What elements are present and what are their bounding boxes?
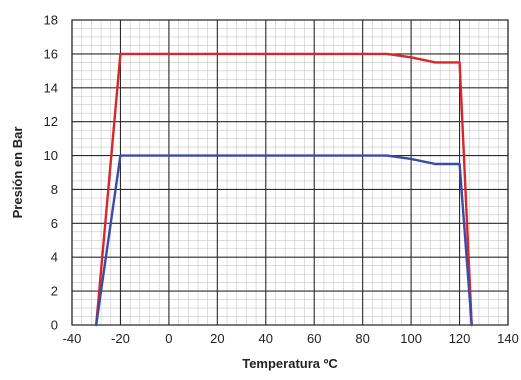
minor-gridlines bbox=[71, 19, 509, 326]
x-tick-label: 40 bbox=[259, 331, 273, 346]
x-tick-label: 120 bbox=[449, 331, 471, 346]
x-tick-label: 0 bbox=[165, 331, 172, 346]
x-tick-label: 80 bbox=[355, 331, 369, 346]
y-tick-label: 14 bbox=[44, 80, 58, 95]
y-tick-label: 10 bbox=[44, 148, 58, 163]
y-tick-label: 4 bbox=[51, 250, 58, 265]
x-tick-labels: -40 -20 0 20 40 60 80 100 120 140 bbox=[63, 331, 519, 346]
y-tick-label: 0 bbox=[51, 318, 58, 333]
plot-frame bbox=[71, 19, 509, 326]
y-tick-label: 18 bbox=[44, 13, 58, 28]
y-tick-label: 2 bbox=[51, 284, 58, 299]
x-tick-label: -20 bbox=[111, 331, 130, 346]
x-tick-label: 20 bbox=[210, 331, 224, 346]
x-tick-label: 100 bbox=[400, 331, 422, 346]
y-tick-label: 6 bbox=[51, 216, 58, 231]
y-tick-labels: 0 2 4 6 8 10 12 14 16 18 bbox=[44, 13, 58, 333]
x-axis-title: Temperatura ºC bbox=[242, 356, 338, 371]
y-axis-title: Presión en Bar bbox=[10, 127, 25, 219]
y-tick-label: 12 bbox=[44, 114, 58, 129]
series-line-1 bbox=[94, 52, 473, 327]
y-tick-label: 16 bbox=[44, 46, 58, 61]
x-tick-label: -40 bbox=[63, 331, 82, 346]
series-line-2 bbox=[94, 154, 473, 327]
x-tick-label: 140 bbox=[497, 331, 519, 346]
series-layer bbox=[94, 52, 473, 327]
x-tick-label: 60 bbox=[307, 331, 321, 346]
y-tick-label: 8 bbox=[51, 182, 58, 197]
